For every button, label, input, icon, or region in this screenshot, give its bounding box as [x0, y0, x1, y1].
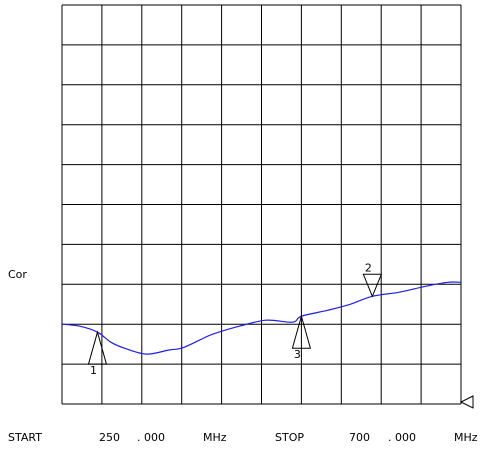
marker-label: 1	[90, 364, 97, 377]
marker-1[interactable]: 1	[87, 330, 108, 377]
start-value: 250	[99, 431, 120, 444]
footer-annotation: START 250 . 000 MHz STOP 700 . 000 MHz	[8, 431, 478, 444]
start-unit: MHz	[203, 431, 227, 444]
marker-triangle-icon	[87, 330, 108, 365]
marker-2[interactable]: 2	[362, 261, 383, 298]
channel-label: Cor	[8, 268, 27, 281]
marker-triangle-icon	[362, 273, 383, 298]
graticule	[61, 4, 462, 405]
marker-label: 2	[365, 261, 372, 274]
markers: 1 2 3	[87, 261, 383, 377]
start-decimal: . 000	[137, 431, 165, 444]
stop-label: STOP	[275, 431, 304, 444]
stop-decimal: . 000	[388, 431, 416, 444]
marker-label: 3	[294, 348, 301, 361]
stop-unit: MHz	[454, 431, 478, 444]
start-label: START	[8, 431, 42, 444]
reference-level-left-triangle-icon	[459, 395, 474, 409]
marker-3[interactable]: 3	[291, 314, 312, 361]
marker-triangle-icon	[291, 314, 312, 349]
measurement-trace	[61, 281, 462, 355]
stop-value: 700	[349, 431, 370, 444]
